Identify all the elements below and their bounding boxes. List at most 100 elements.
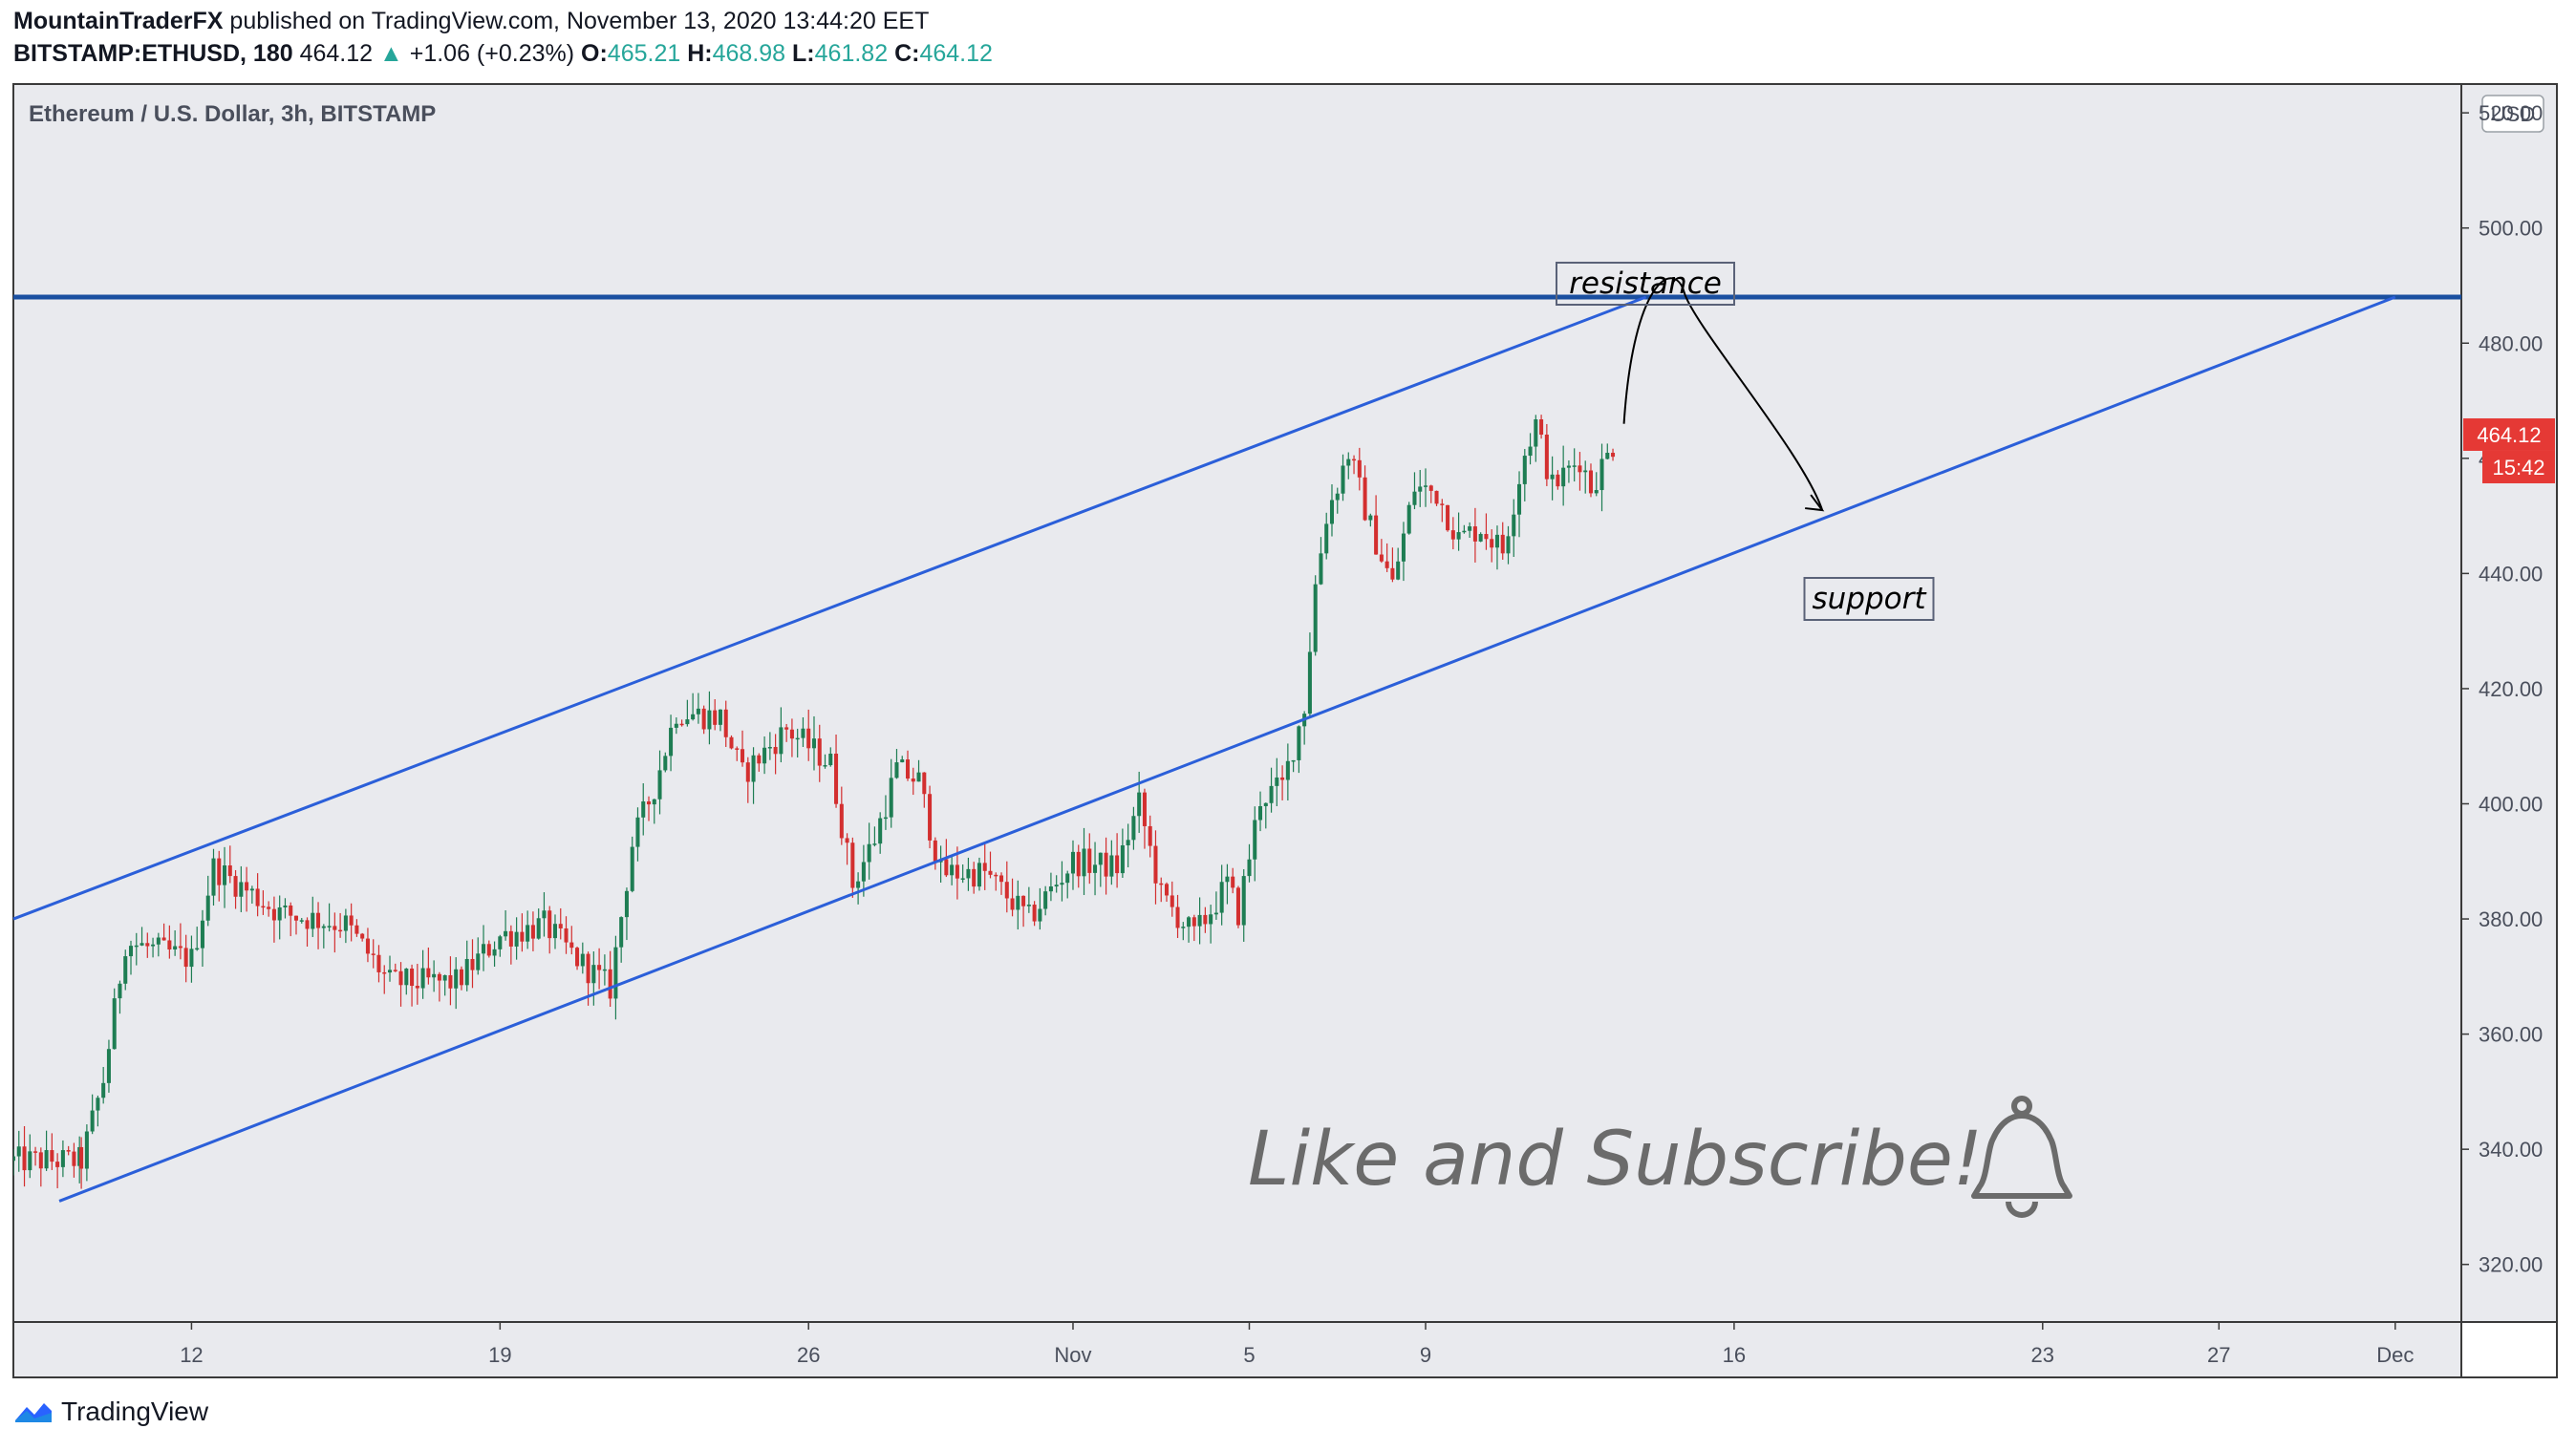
candle-body — [1120, 844, 1125, 874]
candle-body — [316, 912, 321, 928]
candle-body — [564, 928, 569, 943]
candle-body — [1357, 459, 1362, 478]
y-tick-label: 520.00 — [2479, 101, 2543, 125]
candle-body — [145, 943, 150, 947]
last-price: 464.12 — [299, 40, 374, 67]
candle-body — [701, 708, 706, 730]
candle-body — [277, 906, 282, 921]
candle-body — [558, 924, 563, 928]
bell-clapper — [2006, 1201, 2038, 1218]
time-axis[interactable] — [13, 1322, 2461, 1377]
candle-body — [817, 738, 822, 766]
candle-body — [327, 926, 332, 928]
candle-body — [13, 1156, 16, 1162]
candle-body — [1209, 914, 1213, 925]
candle-body — [1032, 905, 1037, 922]
candle-body — [1324, 523, 1329, 554]
author-name[interactable]: MountainTraderFX — [13, 8, 224, 34]
candle-body — [1026, 905, 1031, 906]
candle-body — [552, 924, 558, 939]
candle-body — [696, 708, 700, 714]
lower-channel-line — [58, 295, 2396, 1203]
usd-box[interactable]: USD — [2481, 95, 2544, 133]
candle-body — [933, 840, 937, 863]
candle-body — [16, 1146, 21, 1157]
bell-icon — [1971, 1096, 2072, 1218]
candle-body — [1423, 485, 1428, 487]
price-axis[interactable] — [2461, 84, 2557, 1322]
candle-body — [1269, 785, 1274, 803]
candle-body — [520, 931, 525, 942]
candle-body — [482, 944, 486, 954]
candle-body — [1082, 848, 1086, 877]
candle-body — [245, 882, 249, 891]
candle-body — [183, 948, 188, 968]
candle-body — [1512, 514, 1516, 537]
candle-body — [289, 905, 293, 916]
candle-body — [106, 1049, 111, 1083]
candle-body — [767, 747, 772, 749]
candle-body — [476, 953, 481, 970]
resistance-label: resistance — [1556, 262, 1735, 306]
y-tick-label: 320.00 — [2479, 1253, 2543, 1277]
candle-body — [1004, 882, 1009, 899]
candle-body — [283, 905, 288, 907]
candle-body — [1219, 882, 1224, 913]
candle-body — [44, 1150, 49, 1169]
y-tick-label: 500.00 — [2479, 217, 2543, 241]
candle-body — [167, 940, 172, 949]
candle-body — [994, 874, 998, 877]
candle-body — [547, 910, 552, 939]
candle-body — [1159, 883, 1164, 885]
plot-area[interactable] — [13, 84, 2461, 1322]
candle-body — [834, 754, 839, 804]
candle-body — [1468, 526, 1472, 531]
candle-body — [365, 938, 370, 954]
candle-body — [1060, 883, 1064, 885]
support-label-text: support — [1812, 582, 1927, 616]
candle-body — [883, 817, 888, 820]
candle-body — [718, 709, 722, 725]
candle-body — [624, 890, 629, 918]
candle-body — [586, 953, 590, 984]
candle-body — [1379, 554, 1384, 562]
candle-body — [878, 818, 883, 844]
candle-body — [28, 1151, 32, 1171]
candle-body — [333, 926, 337, 930]
price-change: +1.06 (+0.23%) — [409, 40, 575, 67]
candle-body — [861, 862, 866, 882]
candle-body — [271, 908, 276, 921]
candle-body — [652, 799, 656, 805]
candle-body — [504, 930, 508, 937]
candle-body — [79, 1146, 84, 1169]
candle-body — [591, 965, 596, 984]
candle-body — [894, 762, 899, 778]
resistance-label-text: resistance — [1569, 267, 1722, 301]
candle-body — [988, 870, 993, 875]
candle-body — [1048, 886, 1053, 892]
candle-group — [13, 415, 1616, 1189]
y-tick-label: 440.00 — [2479, 562, 2543, 586]
candle-body — [1418, 486, 1423, 492]
candle-body — [713, 710, 718, 725]
candle-body — [982, 863, 987, 871]
candle-body — [239, 882, 244, 897]
candle-body — [657, 770, 662, 800]
candle-body — [735, 748, 740, 750]
candle-body — [338, 929, 343, 932]
candle-body — [128, 946, 134, 957]
candle-body — [1566, 465, 1571, 468]
candle-body — [1446, 504, 1450, 531]
candle-body — [1550, 474, 1555, 480]
candle-body — [376, 954, 381, 972]
footer-brand[interactable]: TradingView — [13, 1397, 208, 1427]
high-label: H: — [687, 40, 713, 67]
candle-body — [745, 762, 750, 782]
countdown-tag-bg — [2482, 450, 2555, 483]
candle-body — [1275, 777, 1279, 786]
candle-body — [1187, 917, 1191, 928]
candle-body — [1235, 887, 1240, 926]
candle-body — [619, 917, 624, 948]
overlay-group: resistance support 464.12 15:42 Like and Sub… — [12, 262, 2555, 1218]
